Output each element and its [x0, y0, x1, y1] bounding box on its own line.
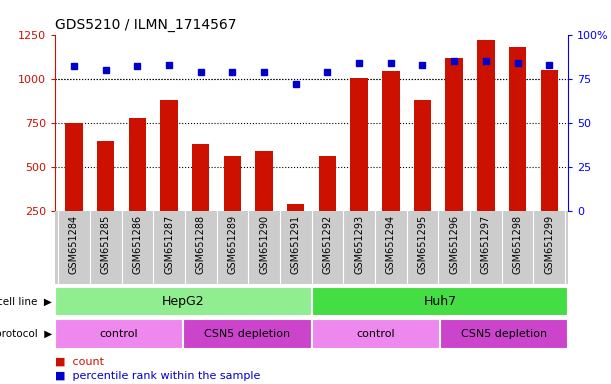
- Bar: [351, 78, 368, 211]
- Text: CSN5 depletion: CSN5 depletion: [205, 329, 290, 339]
- Bar: [192, 144, 210, 211]
- Text: GSM651291: GSM651291: [291, 215, 301, 274]
- Bar: [255, 151, 273, 211]
- Text: GSM651299: GSM651299: [544, 215, 554, 274]
- Text: GSM651288: GSM651288: [196, 215, 206, 274]
- Bar: [55, 287, 312, 316]
- Bar: [414, 100, 431, 211]
- Bar: [65, 123, 82, 211]
- Bar: [319, 156, 336, 211]
- Text: protocol  ▶: protocol ▶: [0, 329, 52, 339]
- Text: GSM651297: GSM651297: [481, 215, 491, 274]
- Bar: [129, 118, 146, 211]
- Text: ■  count: ■ count: [55, 357, 104, 367]
- Bar: [97, 141, 114, 211]
- Bar: [287, 204, 304, 211]
- Text: GSM651293: GSM651293: [354, 215, 364, 274]
- Text: CSN5 depletion: CSN5 depletion: [461, 329, 547, 339]
- Text: GSM651292: GSM651292: [323, 215, 332, 274]
- Text: GSM651290: GSM651290: [259, 215, 269, 274]
- Bar: [312, 287, 568, 316]
- Text: GSM651289: GSM651289: [227, 215, 238, 274]
- Text: ■  percentile rank within the sample: ■ percentile rank within the sample: [55, 371, 260, 381]
- Text: GDS5210 / ILMN_1714567: GDS5210 / ILMN_1714567: [55, 18, 236, 32]
- Text: GSM651284: GSM651284: [69, 215, 79, 274]
- Bar: [224, 156, 241, 211]
- Text: cell line  ▶: cell line ▶: [0, 296, 52, 306]
- Text: GSM651295: GSM651295: [417, 215, 428, 274]
- Bar: [440, 319, 568, 349]
- Bar: [382, 71, 400, 211]
- Bar: [55, 319, 183, 349]
- Text: GSM651287: GSM651287: [164, 215, 174, 274]
- Text: GSM651285: GSM651285: [101, 215, 111, 274]
- Bar: [183, 319, 312, 349]
- Bar: [312, 319, 440, 349]
- Text: HepG2: HepG2: [162, 295, 205, 308]
- Bar: [509, 47, 526, 211]
- Bar: [445, 58, 463, 211]
- Bar: [541, 70, 558, 211]
- Bar: [477, 40, 494, 211]
- Bar: [160, 100, 178, 211]
- Text: GSM651294: GSM651294: [386, 215, 396, 274]
- Text: GSM651286: GSM651286: [133, 215, 142, 274]
- Text: control: control: [100, 329, 139, 339]
- Text: GSM651298: GSM651298: [513, 215, 522, 274]
- Text: GSM651296: GSM651296: [449, 215, 459, 274]
- Text: Huh7: Huh7: [423, 295, 456, 308]
- Text: control: control: [356, 329, 395, 339]
